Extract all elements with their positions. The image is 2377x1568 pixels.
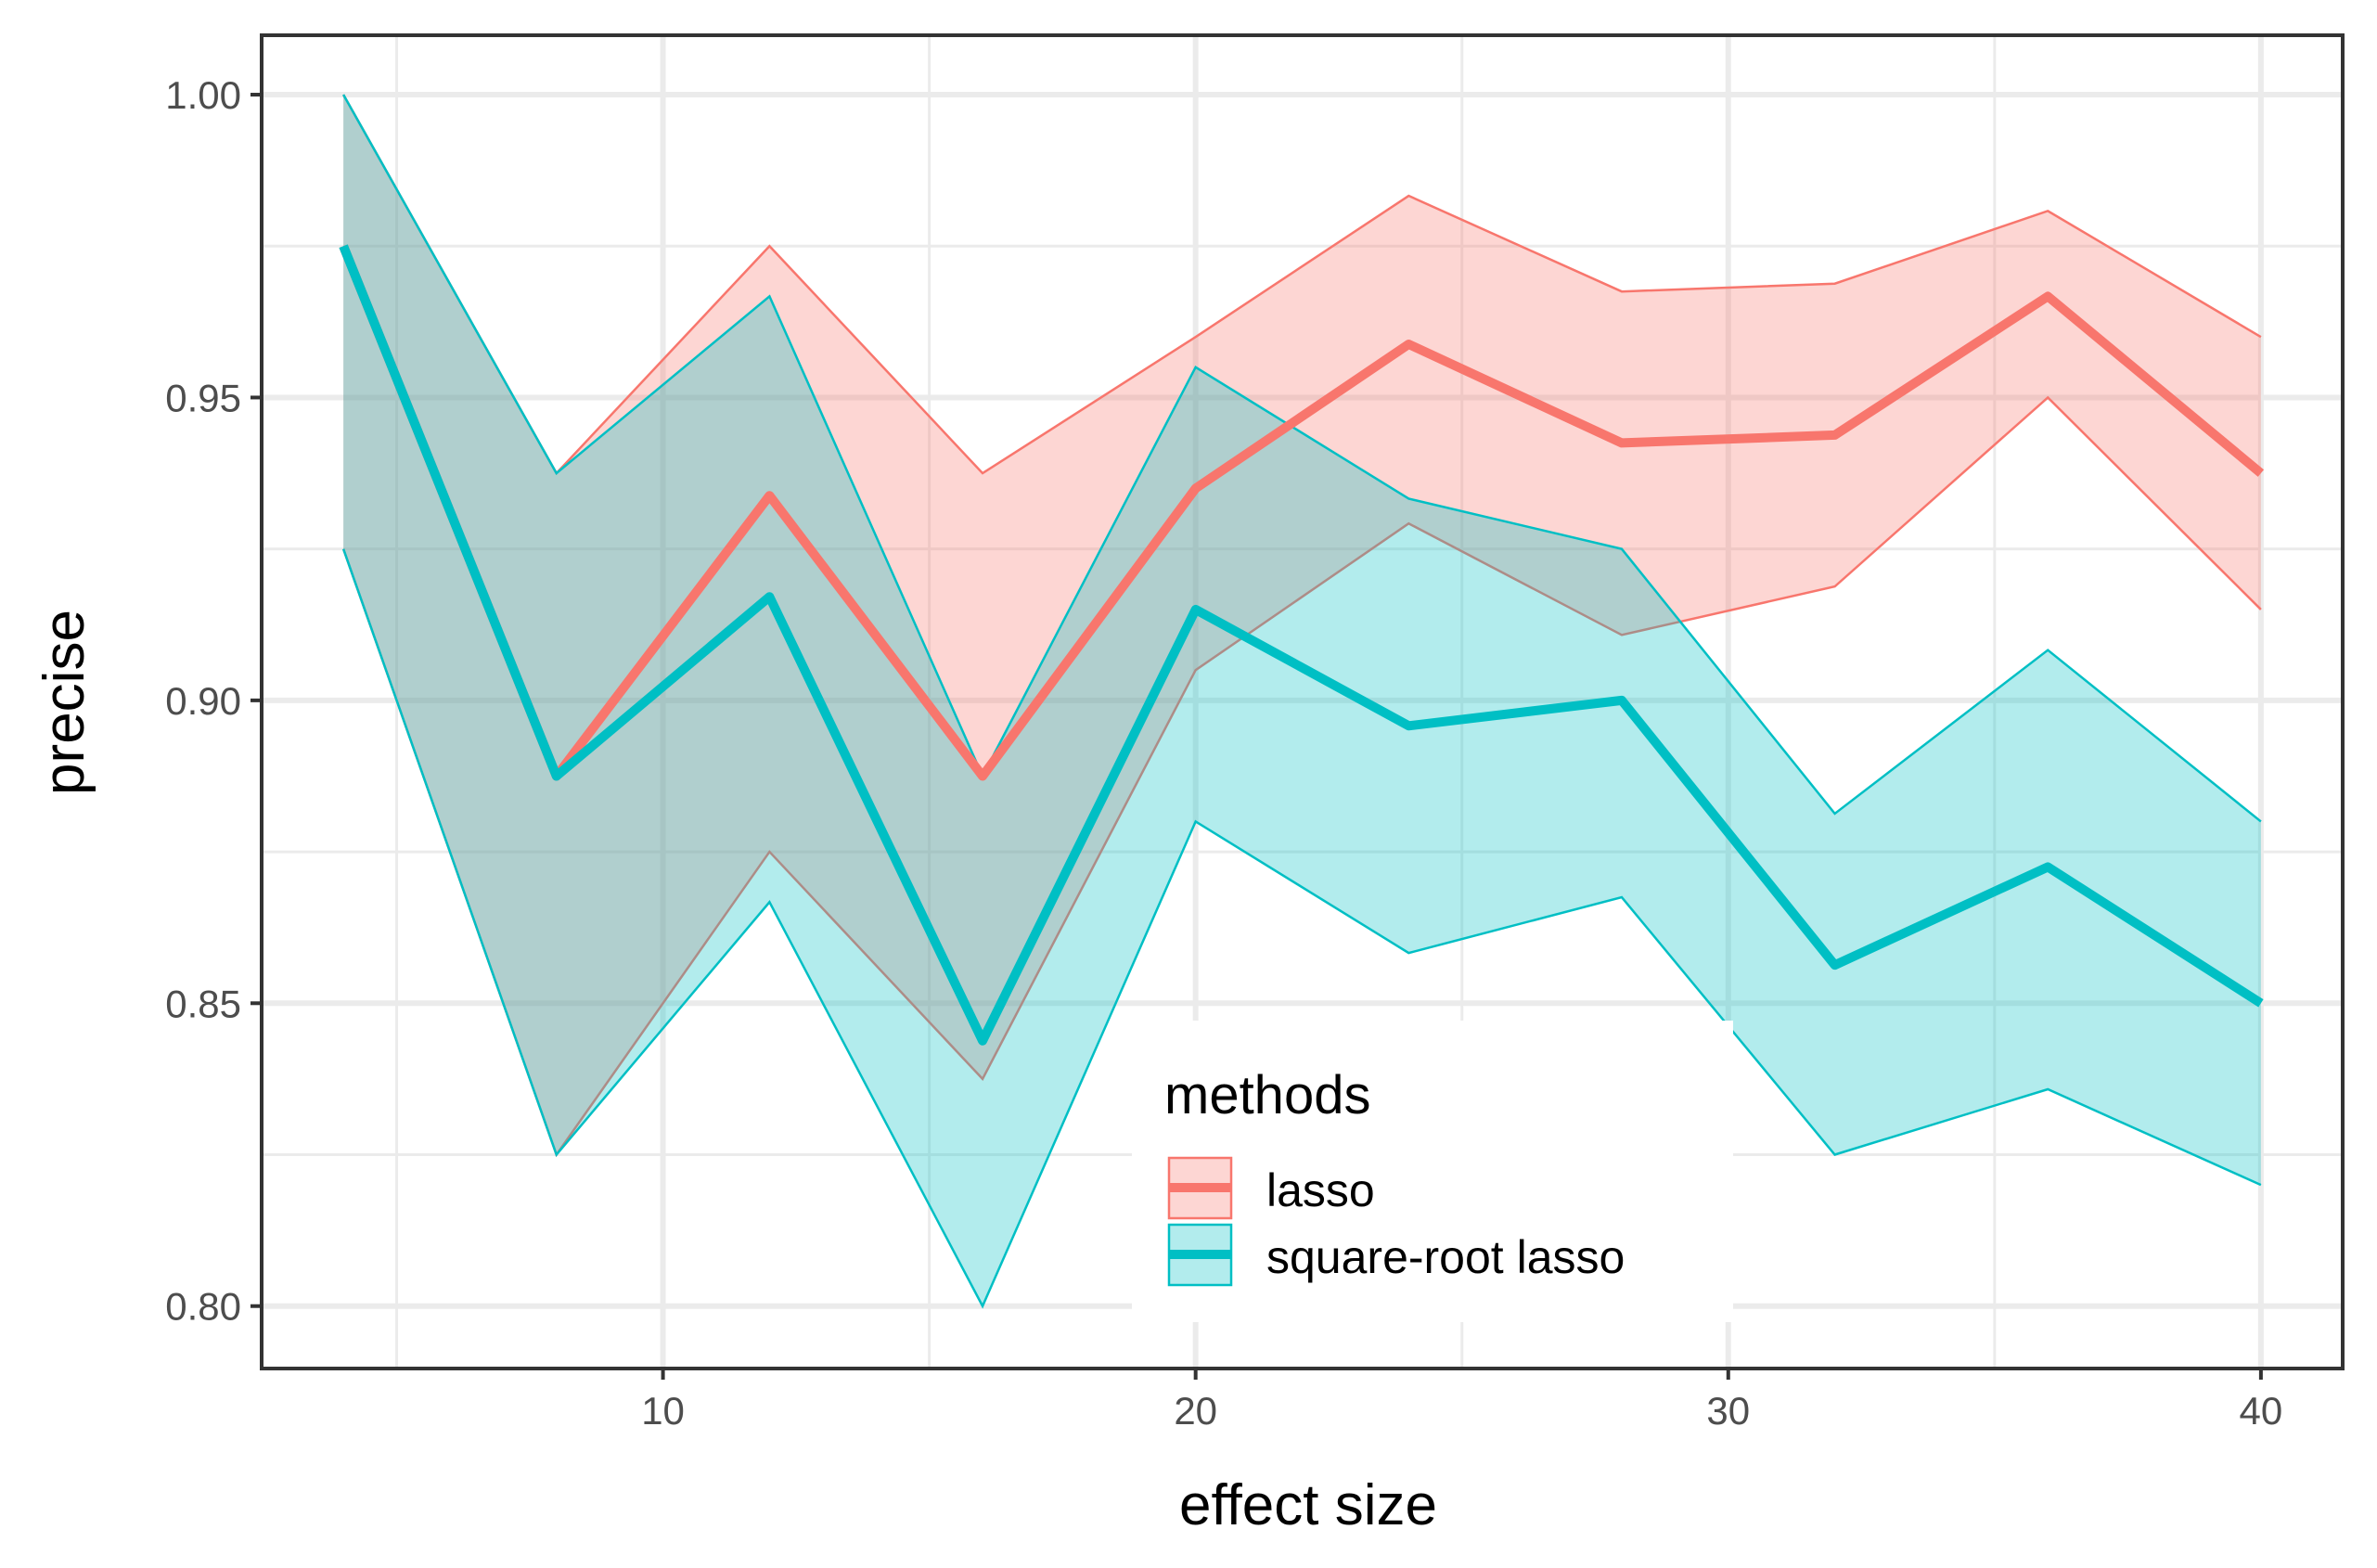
y-tick-label: 0.80	[165, 1285, 241, 1329]
legend-title: methods	[1164, 1065, 1370, 1125]
series-line-lasso	[339, 244, 2265, 781]
series-line-square-root-lasso	[339, 244, 2264, 1046]
x-tick-label: 40	[2240, 1389, 2283, 1433]
ribbon-lower-lasso	[341, 395, 2262, 1158]
y-tick-label: 0.95	[165, 376, 241, 419]
legend-label-square-root-lasso: square-root lasso	[1266, 1231, 1625, 1283]
x-tick-label: 10	[641, 1389, 685, 1433]
legend-item-lasso: lasso	[1167, 1156, 1375, 1220]
lines	[339, 244, 2265, 1046]
ribbon-lasso	[343, 95, 2261, 1155]
x-tick-label: 30	[1706, 1389, 1750, 1433]
legend-label-lasso: lasso	[1266, 1164, 1375, 1216]
ribbon-upper-lasso	[342, 94, 2262, 476]
ribbon-lower-square-root-lasso	[341, 548, 2262, 1309]
y-tick-label: 1.00	[165, 73, 241, 117]
y-tick-label: 0.90	[165, 679, 241, 723]
legend: methods lasso square-root lasso	[1132, 1021, 1733, 1322]
x-axis: 10 20 30 40	[641, 1367, 2282, 1433]
x-axis-title: effect size	[1179, 1473, 1437, 1537]
x-tick-label: 20	[1174, 1389, 1217, 1433]
legend-item-square-root-lasso: square-root lasso	[1167, 1223, 1625, 1287]
ribbon-square-root-lasso	[343, 95, 2261, 1306]
ribbon-upper-square-root-lasso	[342, 94, 2262, 823]
y-axis-title: precise	[32, 610, 96, 795]
y-axis: 0.80 0.85 0.90 0.95 1.00	[165, 73, 263, 1329]
y-tick-label: 0.85	[165, 982, 241, 1025]
ribbons	[341, 94, 2262, 1309]
